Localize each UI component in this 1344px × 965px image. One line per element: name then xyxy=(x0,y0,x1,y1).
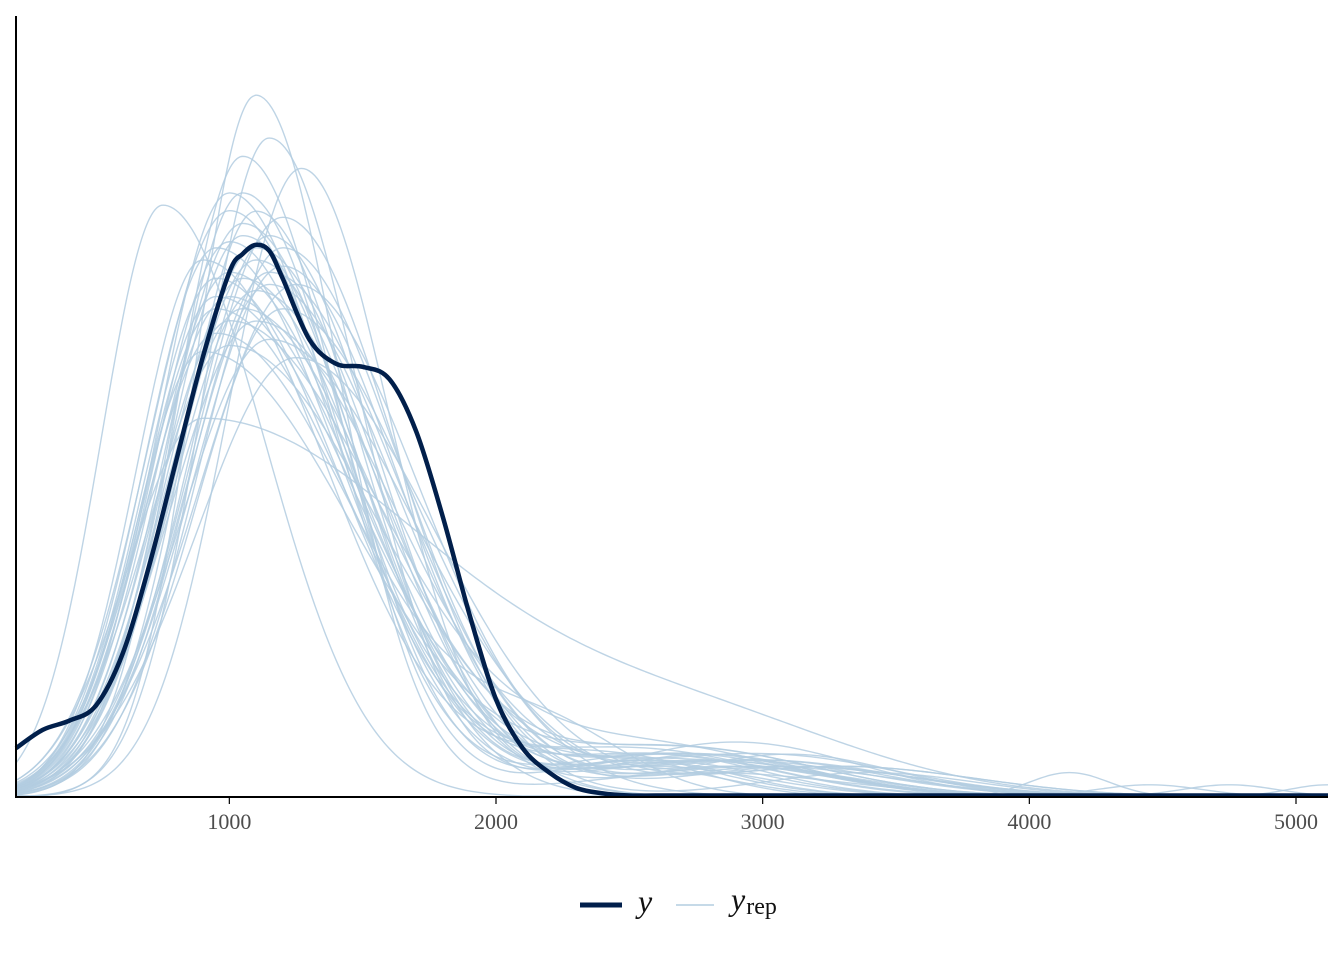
yrep-series-group xyxy=(15,94,1329,797)
yrep-line-9 xyxy=(15,216,1328,797)
legend-yrep-main: y xyxy=(728,881,746,917)
legend-yrep-label: yrep xyxy=(728,881,777,920)
y-density-line xyxy=(14,242,1328,798)
x-tick-label-4000: 4000 xyxy=(1007,809,1051,834)
y-series-group xyxy=(14,242,1328,798)
legend-y-label: y xyxy=(635,883,653,919)
yrep-line-26 xyxy=(15,265,1328,797)
x-axis-ticks: 1000 2000 3000 4000 5000 xyxy=(207,797,1318,834)
yrep-line-4 xyxy=(15,209,1328,797)
x-tick-label-3000: 3000 xyxy=(741,809,785,834)
yrep-line-7 xyxy=(15,271,1328,797)
yrep-line-1 xyxy=(15,204,1328,797)
yrep-line-40 xyxy=(15,192,1328,797)
yrep-line-27 xyxy=(15,307,1328,797)
yrep-line-5 xyxy=(15,417,1328,797)
legend-yrep-subscript: rep xyxy=(746,894,777,920)
yrep-line-3 xyxy=(16,167,1328,797)
yrep-line-35 xyxy=(15,210,1328,797)
yrep-line-22 xyxy=(16,137,1328,797)
yrep-line-16 xyxy=(15,192,1328,797)
x-tick-label-1000: 1000 xyxy=(207,809,251,834)
legend: y yrep xyxy=(580,881,777,920)
yrep-line-38 xyxy=(15,308,1328,797)
yrep-line-24 xyxy=(15,289,1328,797)
x-tick-label-2000: 2000 xyxy=(474,809,518,834)
yrep-line-19 xyxy=(15,308,1328,797)
yrep-line-21 xyxy=(15,271,1329,797)
yrep-line-23 xyxy=(15,332,1328,797)
yrep-line-32 xyxy=(15,356,1328,797)
x-tick-label-5000: 5000 xyxy=(1274,809,1318,834)
